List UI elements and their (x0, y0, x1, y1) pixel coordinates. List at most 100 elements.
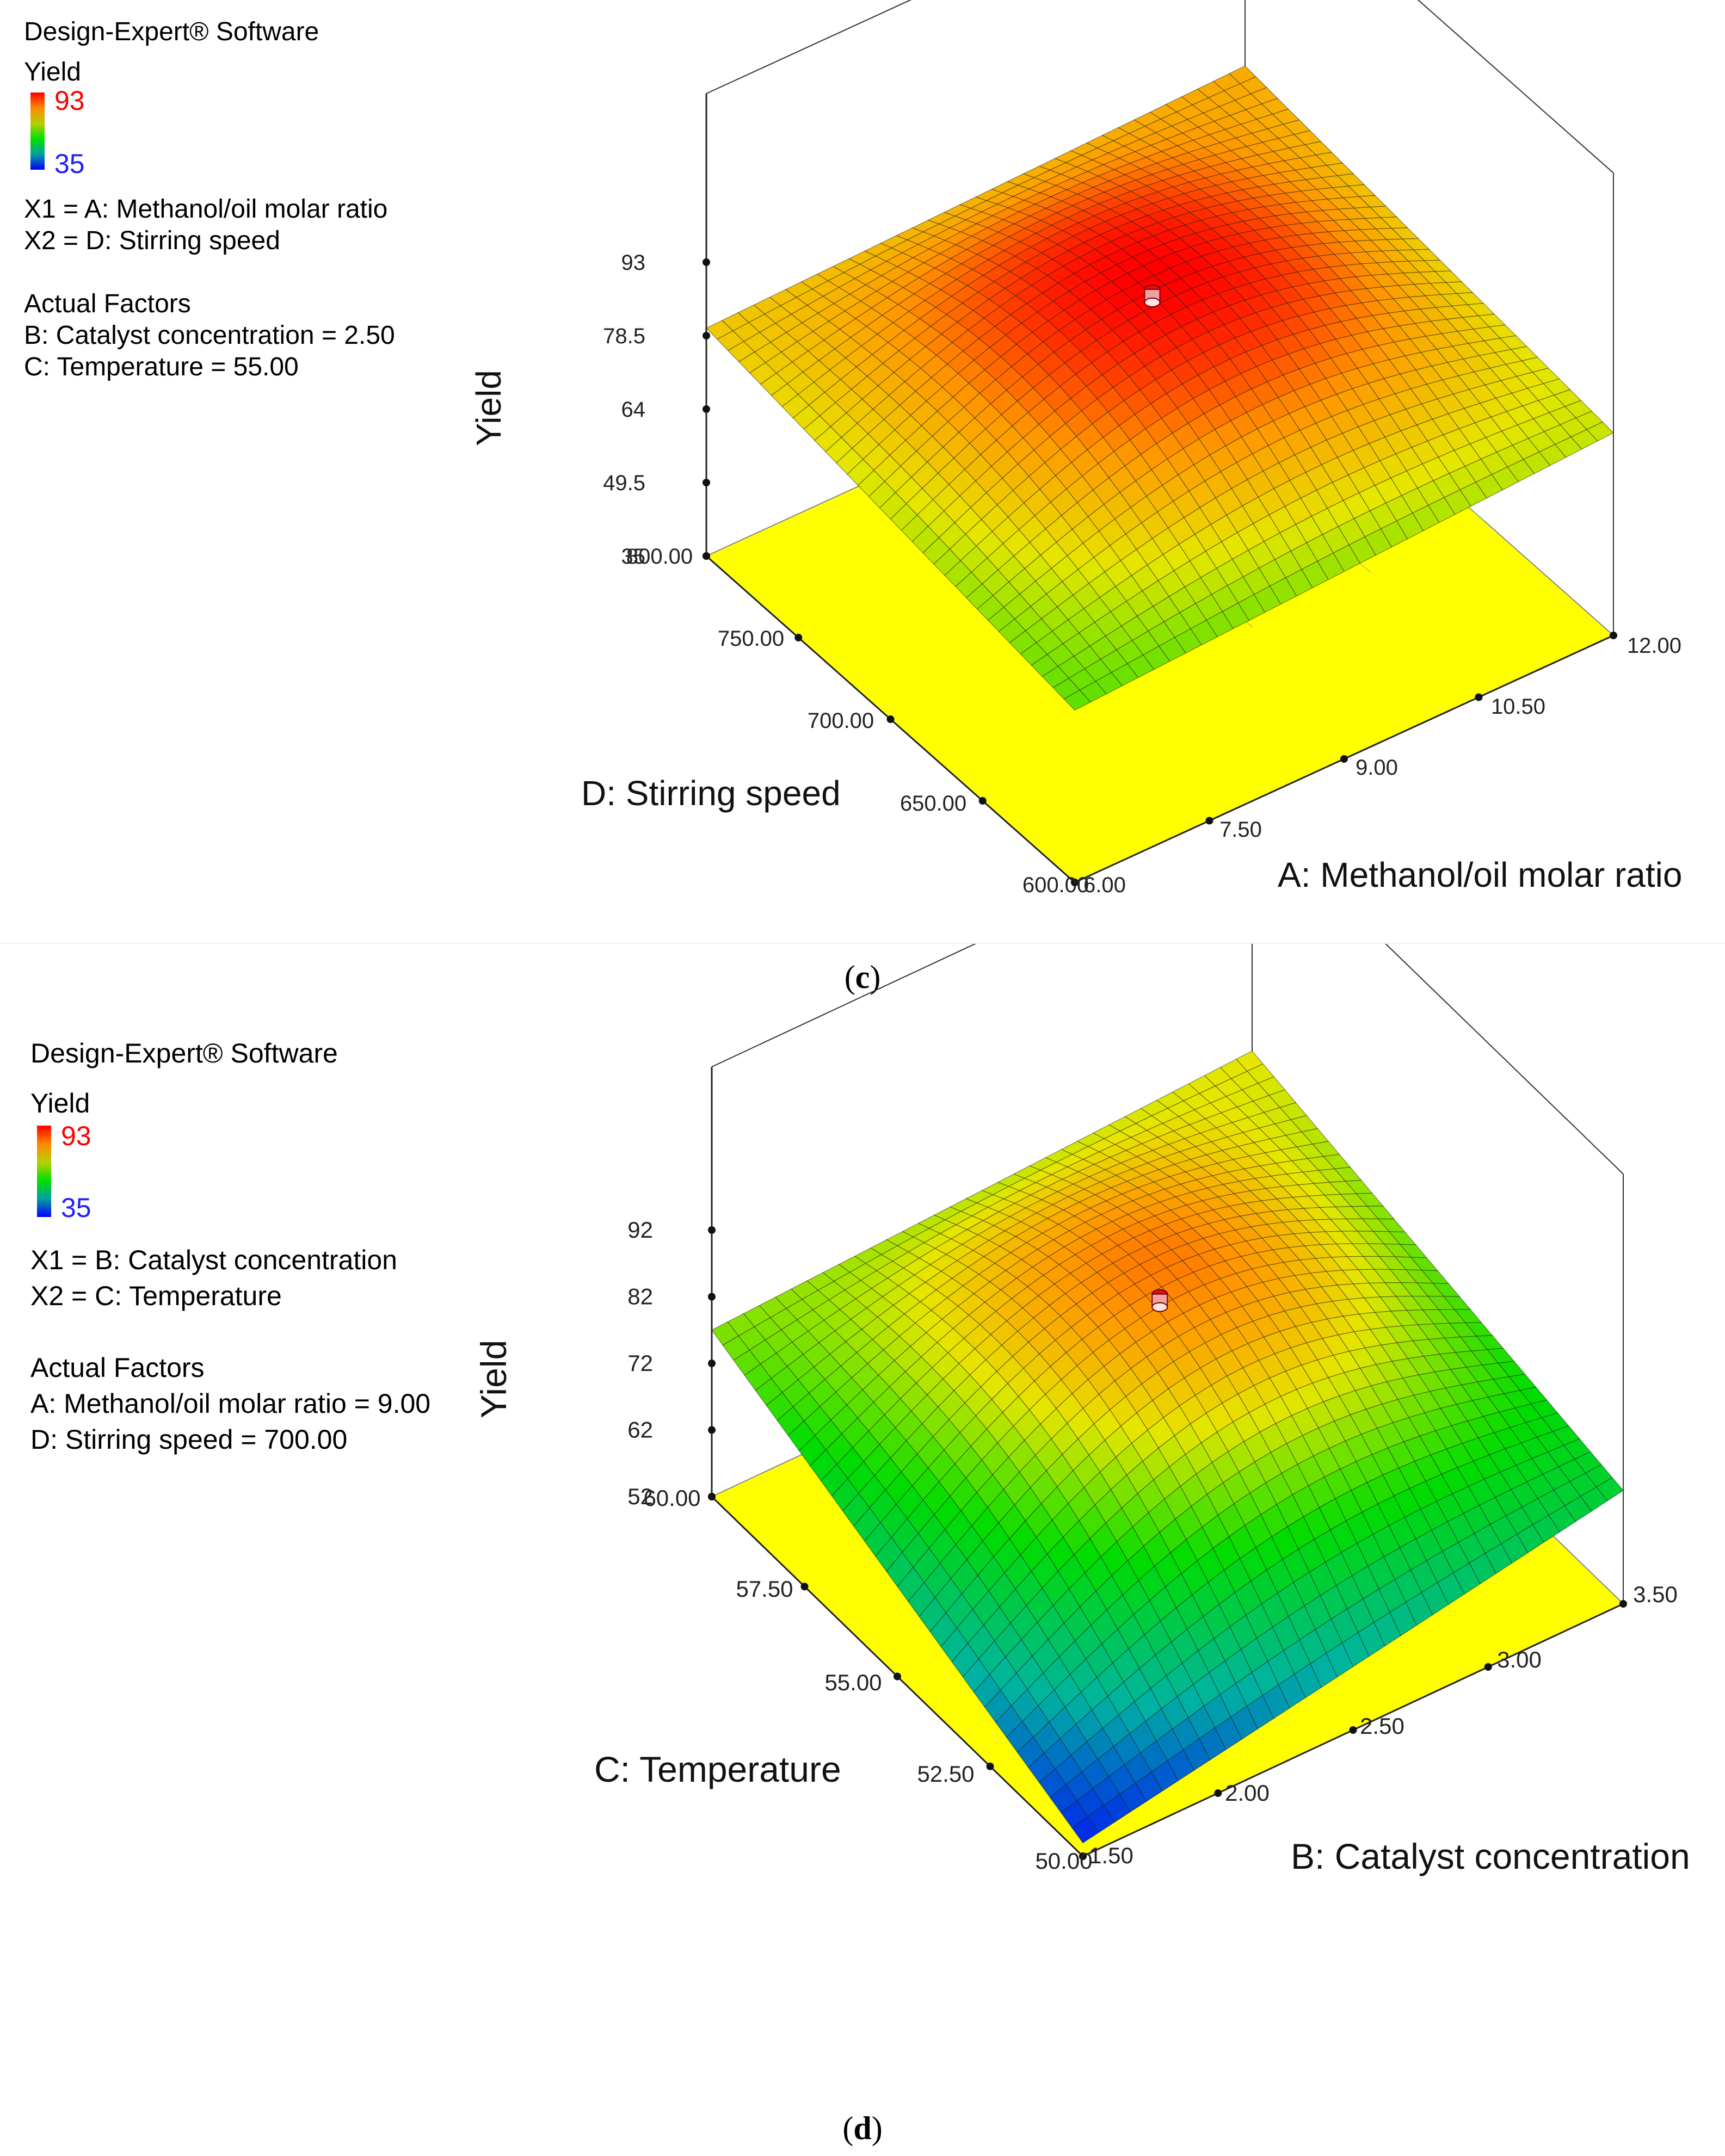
y-tick-label: 55.00 (824, 1670, 882, 1695)
actual-factor: D: Stirring speed = 700.00 (30, 1424, 348, 1455)
actual-factor: A: Methanol/oil molar ratio = 9.00 (30, 1388, 431, 1419)
x2-factor: X2 = D: Stirring speed (24, 226, 280, 255)
surface-cell (1063, 689, 1091, 711)
z-axis-title: Yield (469, 370, 508, 446)
caption-d: (d) (842, 2110, 883, 2146)
color-scale: 93 35 (24, 85, 395, 179)
x1-factor: X1 = B: Catalyst concentration (30, 1245, 397, 1275)
color-scale-min: 35 (54, 149, 85, 179)
z-tick-label: 72 (627, 1350, 653, 1376)
color-scale-max: 93 (54, 85, 85, 116)
z-tick-label: 78.5 (603, 324, 645, 348)
x-tick-label: 12.00 (1627, 634, 1681, 658)
y-axis-title: D: Stirring speed (581, 774, 841, 813)
actual-factor: B: Catalyst concentration = 2.50 (24, 321, 395, 350)
y-tick-mark (1071, 879, 1079, 886)
x2-factor: X2 = C: Temperature (30, 1281, 282, 1311)
y-tick-label: 57.50 (736, 1576, 793, 1602)
z-tick-mark (703, 332, 710, 339)
x-axis-title: A: Methanol/oil molar ratio (1278, 855, 1682, 894)
caption-letter: c (855, 959, 870, 995)
z-tick-mark (708, 1493, 716, 1500)
panel-c: 6.00 7.50 9.00 10.50 12.00 600.00 650.00 700.00… (0, 0, 1725, 944)
surface-cell (1071, 1816, 1099, 1844)
y-tick-label: 600.00 (1022, 873, 1089, 897)
design-point-marker (1144, 297, 1161, 307)
color-ramp (30, 92, 45, 170)
y-tick-label: 52.50 (917, 1761, 974, 1787)
x-tick-label: 9.00 (1356, 756, 1398, 780)
actual-factors-title: Actual Factors (30, 1352, 205, 1383)
x-tick-label: 3.50 (1633, 1582, 1678, 1607)
x-tick-mark (1340, 755, 1348, 763)
x-tick-mark (1205, 817, 1213, 825)
z-tick-mark (703, 552, 710, 560)
y-tick-label: 700.00 (808, 709, 874, 733)
design-point-marker (1151, 1302, 1168, 1312)
x-tick-mark (1619, 1600, 1627, 1608)
z-tick-mark (708, 1226, 716, 1234)
y-tick-mark (794, 634, 803, 641)
x-tick-label: 3.00 (1497, 1647, 1542, 1672)
color-scale-min: 35 (61, 1193, 91, 1223)
actual-factors-title: Actual Factors (24, 289, 191, 318)
x-tick-label: 2.00 (1225, 1780, 1270, 1806)
x-tick-mark (1349, 1726, 1357, 1734)
z-tick-label: 92 (627, 1217, 653, 1243)
y-axis-title: C: Temperature (594, 1749, 841, 1789)
panel-d: 1.50 2.00 2.50 3.00 3.50 50.00 52.50 55.00 57.50… (0, 944, 1725, 2156)
y-tick-label: 800.00 (626, 545, 693, 569)
z-tick-mark (703, 258, 710, 266)
y-tick-mark (986, 1762, 994, 1770)
x-tick-label: 6.00 (1083, 873, 1126, 897)
z-tick-label: 49.5 (603, 471, 645, 495)
color-scale-max: 93 (61, 1121, 91, 1151)
x-axis-title: B: Catalyst concentration (1291, 1836, 1690, 1876)
response-surface (706, 65, 1614, 711)
legend-d: Design-Expert® Software Yield 93 35 X1 =… (30, 1035, 430, 1457)
surface-plot-c: 6.00 7.50 9.00 10.50 12.00 600.00 650.00 700.00… (469, 0, 1682, 897)
response-label: Yield (30, 1088, 90, 1119)
bounding-box-edge (1385, 944, 1624, 1175)
color-ramp (37, 1126, 51, 1217)
y-tick-mark (800, 1583, 809, 1591)
legend-c: Design-Expert® Software Yield 93 35 X1 =… (24, 16, 395, 383)
response-label: Yield (24, 58, 81, 87)
z-tick-mark (708, 1293, 716, 1301)
y-tick-label: 750.00 (718, 627, 784, 651)
z-tick-label: 82 (627, 1284, 653, 1309)
response-surface (711, 1051, 1624, 1844)
x-tick-label: 1.50 (1089, 1843, 1133, 1868)
z-tick-mark (703, 405, 710, 413)
x-tick-mark (1610, 632, 1617, 639)
x1-factor: X1 = A: Methanol/oil molar ratio (24, 195, 388, 224)
z-tick-label: 93 (621, 251, 646, 275)
z-tick-label: 64 (621, 398, 646, 422)
z-axis-title: Yield (473, 1340, 514, 1418)
surface-plot-d: 1.50 2.00 2.50 3.00 3.50 50.00 52.50 55.00 57.50… (473, 944, 1690, 1876)
actual-factor: C: Temperature = 55.00 (24, 353, 299, 381)
bounding-box-edge (1417, 0, 1614, 174)
software-title: Design-Expert® Software (24, 17, 319, 46)
color-scale: 93 35 (30, 1121, 430, 1223)
y-tick-label: 60.00 (643, 1485, 700, 1511)
y-tick-mark (978, 797, 987, 805)
software-title: Design-Expert® Software (30, 1038, 338, 1068)
bounding-box-edge (711, 944, 977, 1067)
z-tick-mark (703, 479, 710, 486)
x-tick-label: 7.50 (1219, 818, 1262, 842)
z-tick-mark (708, 1426, 716, 1434)
x-tick-label: 10.50 (1491, 695, 1545, 719)
caption-c: (c) (844, 959, 881, 995)
y-tick-label: 650.00 (900, 792, 966, 816)
z-tick-label: 52 (627, 1484, 653, 1509)
caption-letter: d (853, 2110, 872, 2146)
z-tick-label: 62 (627, 1417, 653, 1443)
z-tick-mark (708, 1360, 716, 1367)
y-tick-label: 50.00 (1035, 1848, 1092, 1874)
y-tick-mark (894, 1672, 901, 1681)
bounding-box-edge (706, 0, 912, 94)
z-tick-label: 35 (621, 545, 646, 569)
y-tick-mark (886, 715, 895, 723)
x-tick-mark (1475, 693, 1483, 701)
